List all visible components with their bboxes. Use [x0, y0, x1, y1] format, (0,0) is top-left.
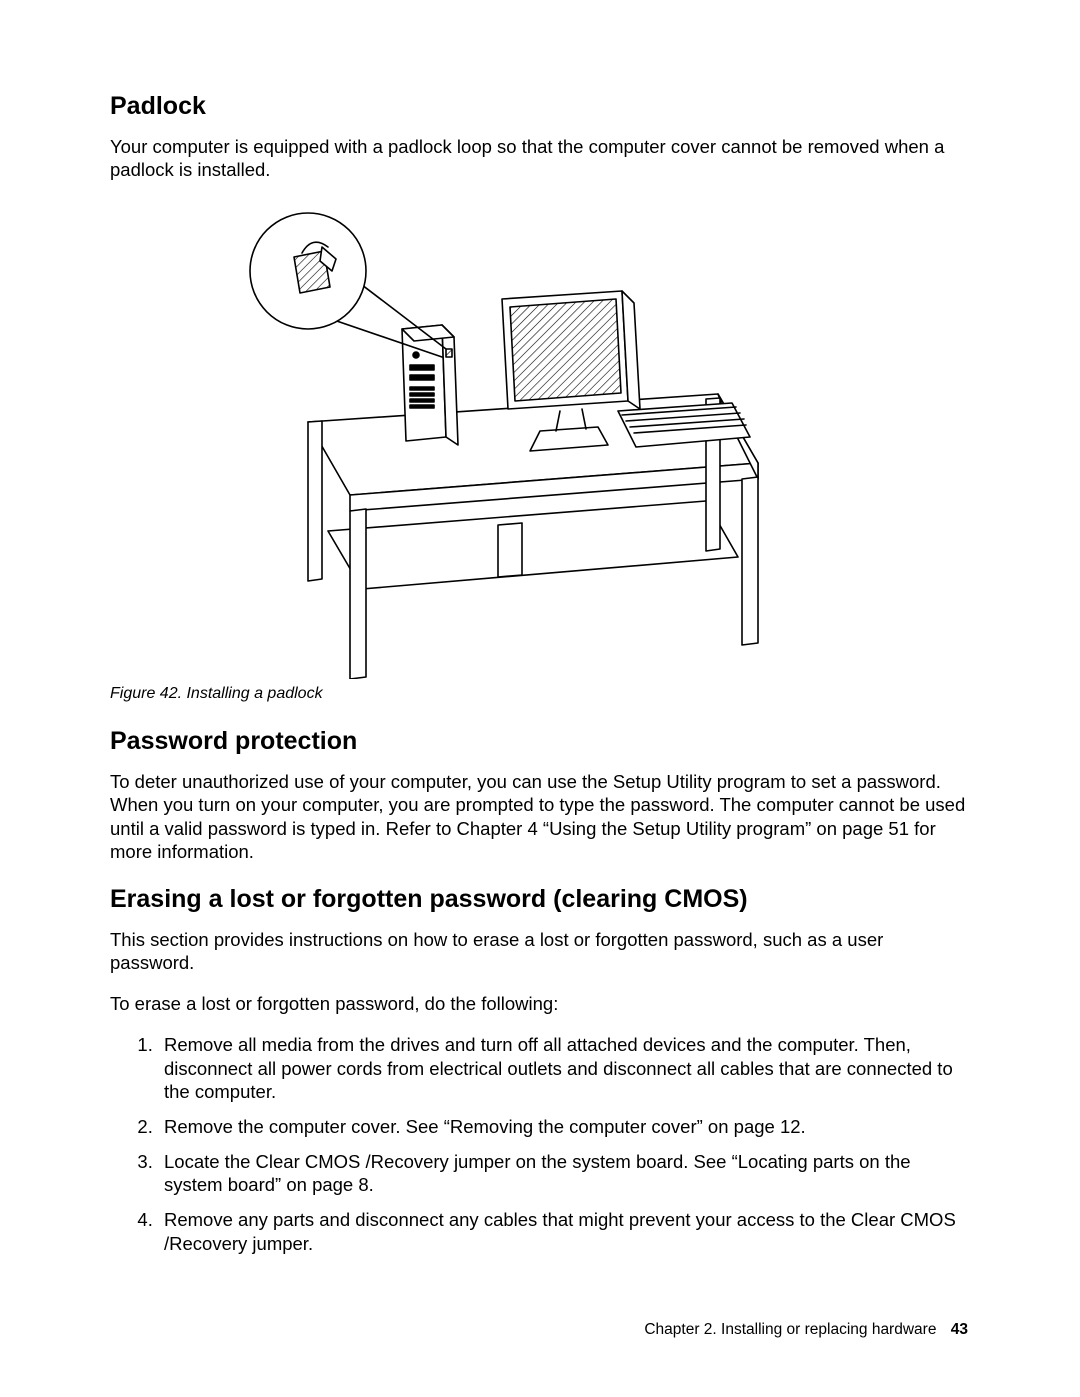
content-area: Padlock Your computer is equipped with a…	[110, 92, 968, 1267]
list-item: Remove any parts and disconnect any cabl…	[158, 1208, 968, 1255]
page-footer: Chapter 2. Installing or replacing hardw…	[644, 1321, 968, 1339]
page: Padlock Your computer is equipped with a…	[0, 0, 1080, 1397]
heading-erase-cmos: Erasing a lost or forgotten password (cl…	[110, 885, 968, 914]
steps-list: Remove all media from the drives and tur…	[110, 1033, 968, 1255]
footer-chapter: Chapter 2. Installing or replacing hardw…	[644, 1321, 936, 1338]
heading-padlock: Padlock	[110, 92, 968, 121]
list-item: Remove all media from the drives and tur…	[158, 1033, 968, 1104]
text-password-protection: To deter unauthorized use of your comput…	[110, 770, 968, 863]
text-erase-intro2: To erase a lost or forgotten password, d…	[110, 992, 968, 1015]
text-erase-intro1: This section provides instructions on ho…	[110, 928, 968, 974]
figure-padlock-install	[110, 199, 968, 679]
list-item: Remove the computer cover. See “Removing…	[158, 1115, 968, 1139]
desk-computer-diagram	[110, 199, 968, 679]
text-padlock: Your computer is equipped with a padlock…	[110, 135, 968, 181]
list-item: Locate the Clear CMOS /Recovery jumper o…	[158, 1150, 968, 1197]
heading-password-protection: Password protection	[110, 727, 968, 756]
figure-caption: Figure 42. Installing a padlock	[110, 685, 968, 703]
footer-page-number: 43	[951, 1321, 968, 1338]
